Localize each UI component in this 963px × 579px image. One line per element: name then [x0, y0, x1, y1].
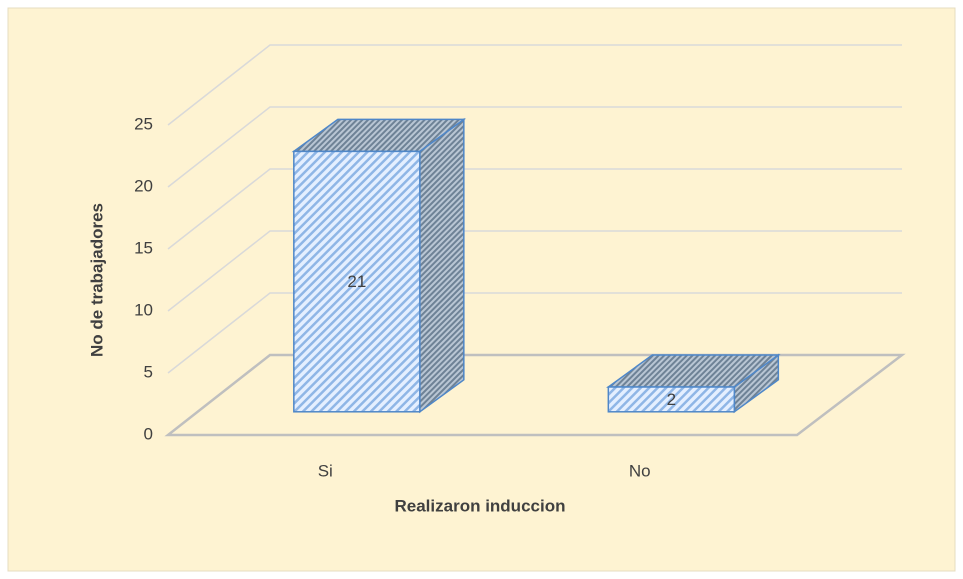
y-tick-label: 10: [134, 300, 153, 319]
x-axis-title: Realizaron induccion: [395, 496, 566, 515]
floor: [164, 353, 906, 437]
y-tick-label: 15: [134, 238, 153, 257]
y-axis-title: No de trabajadores: [87, 203, 106, 357]
grid-line: [167, 44, 902, 126]
y-tick-label: 5: [144, 362, 153, 381]
x-tick-label: No: [629, 461, 651, 480]
chart-background: [7, 7, 956, 572]
data-label: 21: [347, 272, 366, 291]
y-tick-label: 25: [134, 114, 153, 133]
bar: [607, 386, 736, 413]
data-label: 2: [667, 390, 676, 409]
grid-line: [167, 230, 902, 312]
bar-side: [419, 117, 465, 414]
y-tick-label: 20: [134, 176, 153, 195]
x-tick-label: Si: [318, 461, 333, 480]
grid-line: [167, 292, 902, 374]
y-tick-label: 0: [144, 424, 153, 443]
grid-line: [167, 106, 902, 188]
bar: [293, 150, 421, 413]
grid-line: [167, 168, 902, 250]
